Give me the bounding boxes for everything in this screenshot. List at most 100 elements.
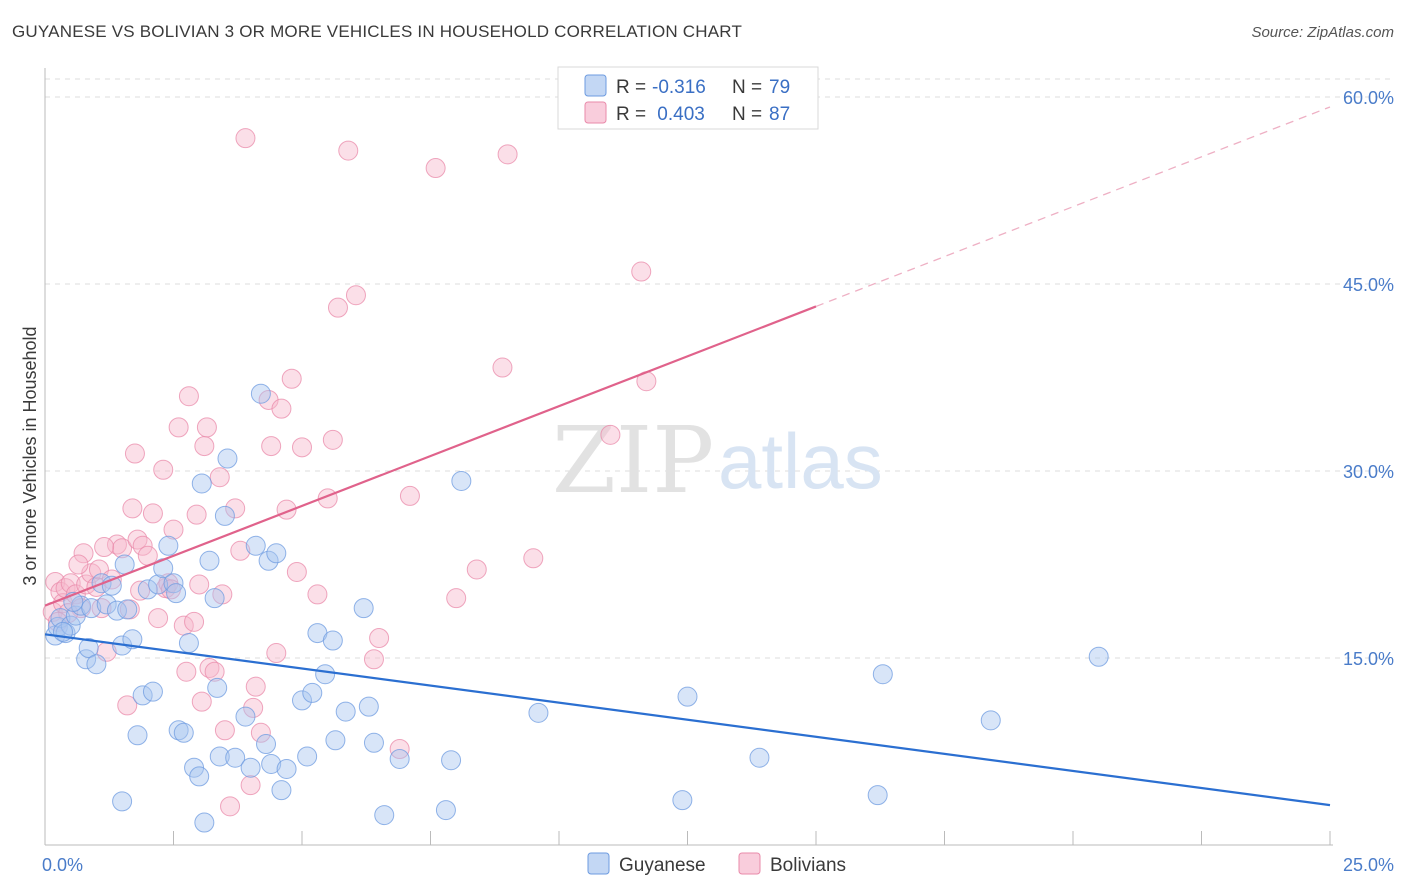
- bolivians-point: [94, 537, 115, 558]
- bolivians-point: [399, 485, 420, 506]
- legend-swatch-bolivians: [584, 101, 607, 124]
- bolivians-point: [132, 535, 153, 556]
- guyanese-point: [163, 573, 184, 594]
- guyanese-trend-line: [44, 633, 1331, 807]
- bolivians-point: [327, 297, 348, 318]
- bolivians-point: [281, 368, 302, 389]
- bolivians-point: [466, 559, 487, 580]
- guyanese-point: [266, 543, 287, 564]
- bolivians-point: [45, 571, 66, 592]
- bolivians-point: [209, 467, 230, 488]
- guyanese-point: [137, 579, 158, 600]
- bolivians-point: [600, 424, 621, 445]
- guyanese-point: [672, 790, 693, 811]
- bolivians-point: [204, 661, 225, 682]
- bolivians-point: [196, 417, 217, 438]
- bolivians-point: [369, 628, 390, 649]
- watermark-zip: ZIP: [552, 407, 714, 514]
- legend-swatch-bolivians: [738, 852, 761, 875]
- guyanese-point: [261, 753, 282, 774]
- bolivians-point: [168, 417, 189, 438]
- guyanese-point: [315, 664, 336, 685]
- guyanese-point: [749, 747, 770, 768]
- bolivians-point: [189, 574, 210, 595]
- gridlines: [45, 78, 1392, 659]
- guyanese-point: [677, 686, 698, 707]
- bolivians-point: [286, 561, 307, 582]
- guyanese-point: [258, 550, 279, 571]
- bolivians-point: [142, 503, 163, 524]
- y-tick-label: 30.0%: [1343, 462, 1394, 482]
- guyanese-point: [441, 750, 462, 771]
- legend-item-guyanese: Guyanese: [619, 855, 706, 876]
- guyanese-point: [122, 629, 143, 650]
- guyanese-point: [235, 706, 256, 727]
- bolivians-point: [184, 611, 205, 632]
- legend-swatch-guyanese: [584, 74, 607, 97]
- legend-n-label: N =: [732, 104, 762, 125]
- guyanese-point: [199, 550, 220, 571]
- guyanese-point: [158, 535, 179, 556]
- guyanese-point: [256, 734, 277, 755]
- guyanese-point: [292, 690, 312, 711]
- bolivians-point: [240, 775, 261, 796]
- guyanese-point: [297, 746, 318, 767]
- chart-title: GUYANESE VS BOLIVIAN 3 OR MORE VEHICLES …: [12, 22, 743, 41]
- bolivians-point: [243, 697, 264, 718]
- guyanese-point: [250, 383, 271, 404]
- bolivians-point: [425, 158, 446, 179]
- watermark: ZIP atlas: [552, 407, 883, 514]
- legend-r-value: -0.316: [652, 77, 706, 98]
- guyanese-point: [528, 702, 549, 723]
- bolivians-point: [261, 436, 282, 457]
- bolivians-point: [307, 584, 328, 605]
- guyanese-point: [142, 681, 163, 702]
- bolivians-point: [122, 498, 143, 519]
- guyanese-point: [980, 710, 1001, 731]
- bolivians-point: [322, 429, 343, 450]
- bolivians-point: [178, 386, 199, 407]
- guyanese-point: [872, 664, 893, 685]
- guyanese-point: [168, 720, 189, 741]
- legend-swatch-guyanese: [587, 852, 610, 875]
- bolivians-point: [245, 676, 266, 697]
- y-tick-label: 15.0%: [1343, 649, 1394, 669]
- legend-r-value: 0.403: [652, 104, 705, 125]
- bolivians-point: [127, 529, 148, 550]
- bolivians-point: [345, 285, 366, 306]
- guyanese-point: [86, 654, 107, 675]
- guyanese-point: [325, 730, 346, 751]
- bolivians-point: [363, 649, 384, 670]
- bolivians-point: [163, 519, 184, 540]
- bolivians-point: [230, 540, 251, 561]
- guyanese-point: [81, 598, 102, 619]
- guyanese-point: [132, 685, 153, 706]
- legend-bottom: Guyanese Bolivians: [587, 852, 846, 876]
- y-tick-label: 45.0%: [1343, 275, 1394, 295]
- guyanese-point: [173, 722, 194, 743]
- bolivians-point: [176, 661, 197, 682]
- guyanese-point: [117, 599, 138, 620]
- legend-top: R = -0.316 N = 79 R = 0.403 N = 87: [557, 66, 819, 130]
- guyanese-point: [363, 732, 384, 753]
- y-axis-label: 3 or more Vehicles in Household: [20, 326, 40, 585]
- bolivians-point: [523, 548, 544, 569]
- guyanese-point: [166, 583, 187, 604]
- bolivians-point: [492, 357, 513, 378]
- bolivians-point: [194, 436, 215, 457]
- guyanese-point: [127, 725, 148, 746]
- y-tick-label: 60.0%: [1343, 88, 1394, 108]
- guyanese-point: [112, 791, 133, 812]
- guyanese-point: [435, 800, 456, 821]
- bolivians-trend-line: [44, 305, 817, 607]
- guyanese-point: [374, 805, 395, 826]
- bolivians-point: [130, 580, 151, 601]
- legend-r-label: R =: [616, 77, 646, 98]
- axes: [44, 68, 1333, 846]
- guyanese-point: [178, 633, 199, 654]
- legend-item-bolivians: Bolivians: [770, 855, 846, 876]
- legend-n-value: 79: [769, 77, 790, 98]
- bolivians-point: [191, 691, 212, 712]
- bolivians-point: [117, 695, 138, 716]
